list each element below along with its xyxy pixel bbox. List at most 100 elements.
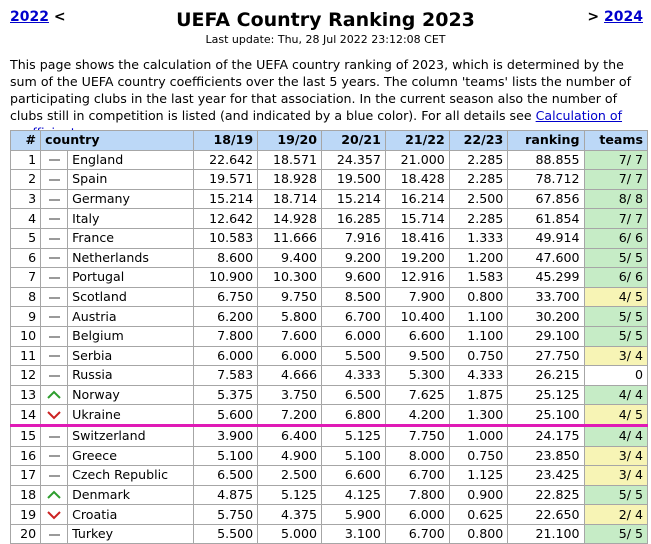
table-row: 18 Denmark 4.875 5.125 4.125 7.800 0.900 22.825… [9,484,649,506]
season-21-22-cell: 6.000 [384,504,450,525]
trend-cell [40,325,69,347]
season-18-19-cell: 5.500 [193,523,259,544]
season-20-21-cell: 16.285 [321,208,386,229]
season-18-19-cell: 6.500 [193,465,259,486]
season-21-22-cell: 19.200 [384,247,450,269]
trend-neutral-icon [48,178,60,181]
rank-cell: 10 [9,325,42,347]
rank-cell: 1 [9,149,42,171]
trend-neutral-icon [48,218,60,221]
season-19-20-cell: 5.800 [257,306,323,327]
col-ranking-header: ranking [507,130,585,151]
trend-neutral-icon [48,335,60,338]
ranking-cell: 25.100 [507,404,585,427]
ranking-cell: 29.100 [507,325,585,347]
table-row: 15 Switzerland 3.900 6.400 5.125 7.750 1.000 24… [9,424,649,447]
ranking-cell: 45.299 [507,267,585,288]
ranking-cell: 21.100 [507,523,585,544]
season-21-22-cell: 5.300 [384,365,450,386]
table-row: 17 Czech Republic 6.500 2.500 6.600 6.700 1.12… [9,465,649,486]
teams-cell: 7/ 7 [583,149,649,171]
season-21-22-cell: 9.500 [384,345,450,367]
col-season-2-header: 19/20 [257,130,323,151]
teams-cell: 4/ 5 [583,286,649,308]
table-row: 9 Austria 6.200 5.800 6.700 10.400 1.100 30.200… [9,306,649,327]
season-21-22-cell: 18.416 [384,227,450,249]
season-20-21-cell: 6.800 [321,404,386,427]
season-22-23-cell: 1.875 [448,384,509,406]
country-cell: Denmark [67,484,195,506]
season-20-21-cell: 6.500 [321,384,386,406]
table-row: 3 Germany 15.214 18.714 15.214 16.214 2.500 67.… [9,188,649,210]
teams-cell: 3/ 4 [583,445,649,467]
intro-paragraph: This page shows the calculation of the U… [10,56,642,141]
trend-cell [40,227,69,249]
season-21-22-cell: 6.700 [384,465,450,486]
table-row: 14 Ukraine 5.600 7.200 6.800 4.200 1.300 25.100… [9,404,649,427]
country-cell: Ukraine [67,404,195,427]
ranking-cell: 24.175 [507,424,585,447]
season-21-22-cell: 15.714 [384,208,450,229]
season-20-21-cell: 19.500 [321,169,386,190]
table-row: 5 France 10.583 11.666 7.916 18.416 1.333 49.91… [9,227,649,249]
season-21-22-cell: 7.625 [384,384,450,406]
teams-cell: 3/ 4 [583,345,649,367]
season-19-20-cell: 5.000 [257,523,323,544]
season-22-23-cell: 1.300 [448,404,509,427]
season-21-22-cell: 10.400 [384,306,450,327]
rank-cell: 18 [9,484,42,506]
next-year-link[interactable]: 2024 [604,9,643,25]
season-22-23-cell: 1.125 [448,465,509,486]
season-20-21-cell: 8.500 [321,286,386,308]
season-18-19-cell: 7.800 [193,325,259,347]
season-20-21-cell: 5.500 [321,345,386,367]
teams-cell: 5/ 5 [583,325,649,347]
season-19-20-cell: 18.714 [257,188,323,210]
trend-cell [40,523,69,544]
table-row: 13 Norway 5.375 3.750 6.500 7.625 1.875 25.125 4… [9,384,649,406]
teams-cell: 3/ 4 [583,465,649,486]
next-year-nav: > 2024 [587,9,643,25]
season-21-22-cell: 7.750 [384,424,450,447]
rank-cell: 12 [9,365,42,386]
country-cell: Russia [67,365,195,386]
col-season-4-header: 21/22 [384,130,450,151]
col-season-1-header: 18/19 [193,130,259,151]
country-cell: Austria [67,306,195,327]
prev-arrow: < [53,9,66,25]
season-22-23-cell: 0.750 [448,345,509,367]
season-19-20-cell: 10.300 [257,267,323,288]
season-21-22-cell: 7.900 [384,286,450,308]
season-18-19-cell: 3.900 [193,424,259,447]
season-21-22-cell: 16.214 [384,188,450,210]
season-22-23-cell: 2.285 [448,169,509,190]
teams-cell: 8/ 8 [583,188,649,210]
teams-cell: 4/ 4 [583,384,649,406]
teams-cell: 7/ 7 [583,169,649,190]
ranking-cell: 23.425 [507,465,585,486]
trend-neutral-icon [48,455,60,458]
trend-neutral-icon [48,237,60,240]
season-18-19-cell: 6.200 [193,306,259,327]
season-19-20-cell: 6.400 [257,424,323,447]
season-21-22-cell: 6.600 [384,325,450,347]
season-22-23-cell: 0.800 [448,286,509,308]
table-row: 6 Netherlands 8.600 9.400 9.200 19.200 1.200 47… [9,247,649,269]
season-21-22-cell: 21.000 [384,149,450,171]
trend-cell [40,149,69,171]
trend-down-icon [47,410,61,420]
ranking-cell: 22.825 [507,484,585,506]
season-20-21-cell: 9.200 [321,247,386,269]
ranking-cell: 27.750 [507,345,585,367]
country-cell: England [67,149,195,171]
prev-year-link[interactable]: 2022 [10,9,49,25]
season-18-19-cell: 10.583 [193,227,259,249]
rank-cell: 16 [9,445,42,467]
trend-neutral-icon [48,159,60,162]
country-cell: Switzerland [67,424,195,447]
trend-cell [40,424,69,447]
season-19-20-cell: 7.600 [257,325,323,347]
rank-cell: 3 [9,188,42,210]
table-row: 19 Croatia 5.750 4.375 5.900 6.000 0.625 22.650… [9,504,649,525]
trend-cell [40,267,69,288]
